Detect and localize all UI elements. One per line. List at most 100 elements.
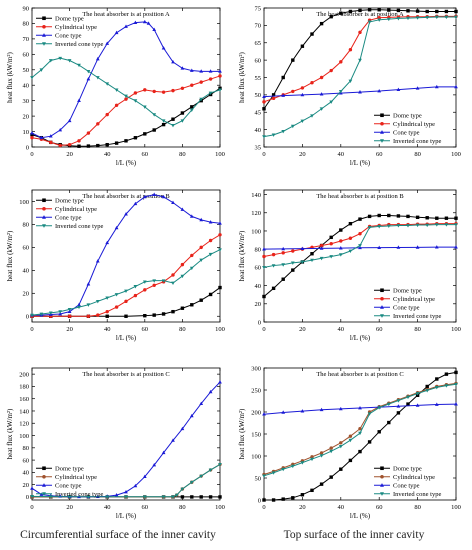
data-point-triangle-up	[189, 413, 194, 418]
plot-frame	[31, 367, 221, 501]
data-point-triangle-down	[319, 107, 324, 111]
data-point-triangle-up	[77, 302, 81, 307]
data-point-triangle-up	[199, 401, 204, 405]
x-tick-label: 20	[66, 326, 73, 333]
x-tick-label: 0	[262, 326, 265, 333]
chart-circ-C: 0 20 40 60 80 100 0 20 40 60 80 100 120 140 160 180 200 T…	[6, 367, 225, 520]
x-axis-label: l/L (%)	[350, 159, 371, 167]
legend-marker-square	[42, 466, 46, 471]
data-point-triangle-down	[95, 76, 100, 80]
data-point-square	[86, 144, 91, 148]
data-point-square	[406, 214, 410, 219]
data-point-triangle-down	[319, 256, 324, 261]
legend-marker-triangle-up	[42, 483, 46, 487]
legend-label: Cone type	[393, 130, 420, 137]
x-tick-label: 60	[376, 151, 383, 158]
series-line-square	[263, 214, 456, 297]
legend-label: Dome type	[55, 466, 84, 473]
data-point-triangle-up	[133, 201, 138, 206]
data-point-triangle-up	[124, 212, 128, 216]
data-point-square	[358, 217, 362, 221]
data-point-triangle-up	[180, 207, 185, 211]
data-point-triangle-down	[262, 135, 266, 139]
x-axis-label: l/L (%)	[350, 512, 371, 520]
data-point-triangle-up	[377, 245, 382, 249]
series-line-triangle-down	[263, 16, 456, 138]
data-point-circle	[358, 231, 362, 236]
data-point-square	[171, 309, 175, 314]
data-point-square	[262, 498, 266, 502]
data-point-square	[367, 440, 372, 444]
data-point-triangle-up	[377, 89, 382, 93]
data-point-triangle-up	[133, 20, 138, 25]
data-point-circle	[152, 89, 156, 94]
legend-label: Cylindrical type	[393, 121, 435, 128]
legend-marker-triangle-down	[42, 224, 46, 228]
y-axis-label: heat flux (kW/m²)	[6, 408, 14, 459]
x-tick-label: 0	[30, 326, 33, 333]
x-tick-label: 100	[451, 504, 461, 511]
data-point-triangle-down	[338, 444, 343, 449]
x-tick-label: 40	[104, 151, 111, 158]
x-tick-label: 20	[299, 504, 306, 511]
data-point-triangle-down	[454, 223, 458, 227]
data-point-triangle-down	[425, 223, 430, 228]
data-point-triangle-down	[300, 461, 305, 465]
data-point-triangle-up	[358, 90, 362, 94]
data-point-circle	[105, 112, 109, 117]
data-point-triangle-down	[367, 20, 372, 24]
data-point-circle	[310, 81, 314, 85]
data-point-triangle-down	[338, 253, 343, 257]
data-point-triangle-down	[386, 402, 391, 407]
data-point-triangle-up	[67, 118, 72, 123]
data-point-triangle-down	[454, 15, 458, 20]
legend-label: Dome type	[55, 16, 84, 23]
data-point-square	[454, 216, 458, 220]
x-tick-label: 40	[338, 151, 345, 158]
x-axis-label: l/L (%)	[116, 334, 137, 342]
data-point-square	[291, 58, 295, 62]
x-tick-label: 80	[179, 151, 186, 158]
data-point-square	[310, 488, 314, 493]
data-point-triangle-down	[415, 392, 420, 396]
y-tick-label: 0	[26, 314, 29, 321]
data-point-triangle-up	[30, 486, 34, 490]
data-point-triangle-down	[319, 454, 324, 458]
y-tick-label: 75	[255, 5, 262, 12]
data-point-triangle-down	[434, 223, 439, 227]
y-tick-label: 40	[23, 268, 30, 275]
data-point-triangle-down	[86, 495, 91, 499]
data-point-square	[124, 139, 128, 143]
data-point-triangle-down	[444, 384, 449, 388]
x-tick-label: 80	[179, 326, 186, 333]
x-axis-label: l/L (%)	[350, 334, 371, 342]
legend-label: Inverted cone type	[393, 138, 441, 145]
data-point-triangle-down	[30, 76, 34, 80]
chart-top-A: 0 20 40 60 80 100 35 40 45 50 55 60 65 70 75 The heat a…	[238, 5, 461, 167]
data-point-triangle-down	[180, 487, 185, 491]
data-point-triangle-up	[319, 92, 324, 96]
data-point-square	[339, 11, 343, 15]
data-point-square	[454, 370, 458, 375]
data-point-circle	[180, 86, 185, 91]
y-tick-label: 30	[23, 98, 30, 105]
legend-label: Cone type	[393, 305, 420, 312]
data-point-triangle-down	[406, 224, 410, 228]
data-point-triangle-down	[67, 308, 72, 312]
data-point-triangle-up	[142, 19, 147, 24]
data-point-triangle-down	[367, 412, 372, 416]
data-point-triangle-down	[425, 16, 430, 20]
data-point-circle	[339, 60, 343, 64]
data-point-triangle-up	[218, 221, 222, 225]
x-tick-label: 80	[414, 151, 421, 158]
data-point-circle	[124, 299, 128, 304]
data-point-triangle-up	[95, 259, 100, 263]
data-point-triangle-down	[142, 495, 147, 499]
data-point-triangle-up	[161, 194, 166, 199]
y-tick-label: 50	[255, 475, 262, 482]
data-point-square	[199, 495, 203, 499]
data-point-square	[396, 214, 401, 218]
data-point-triangle-down	[329, 449, 334, 454]
data-point-triangle-up	[105, 41, 110, 45]
